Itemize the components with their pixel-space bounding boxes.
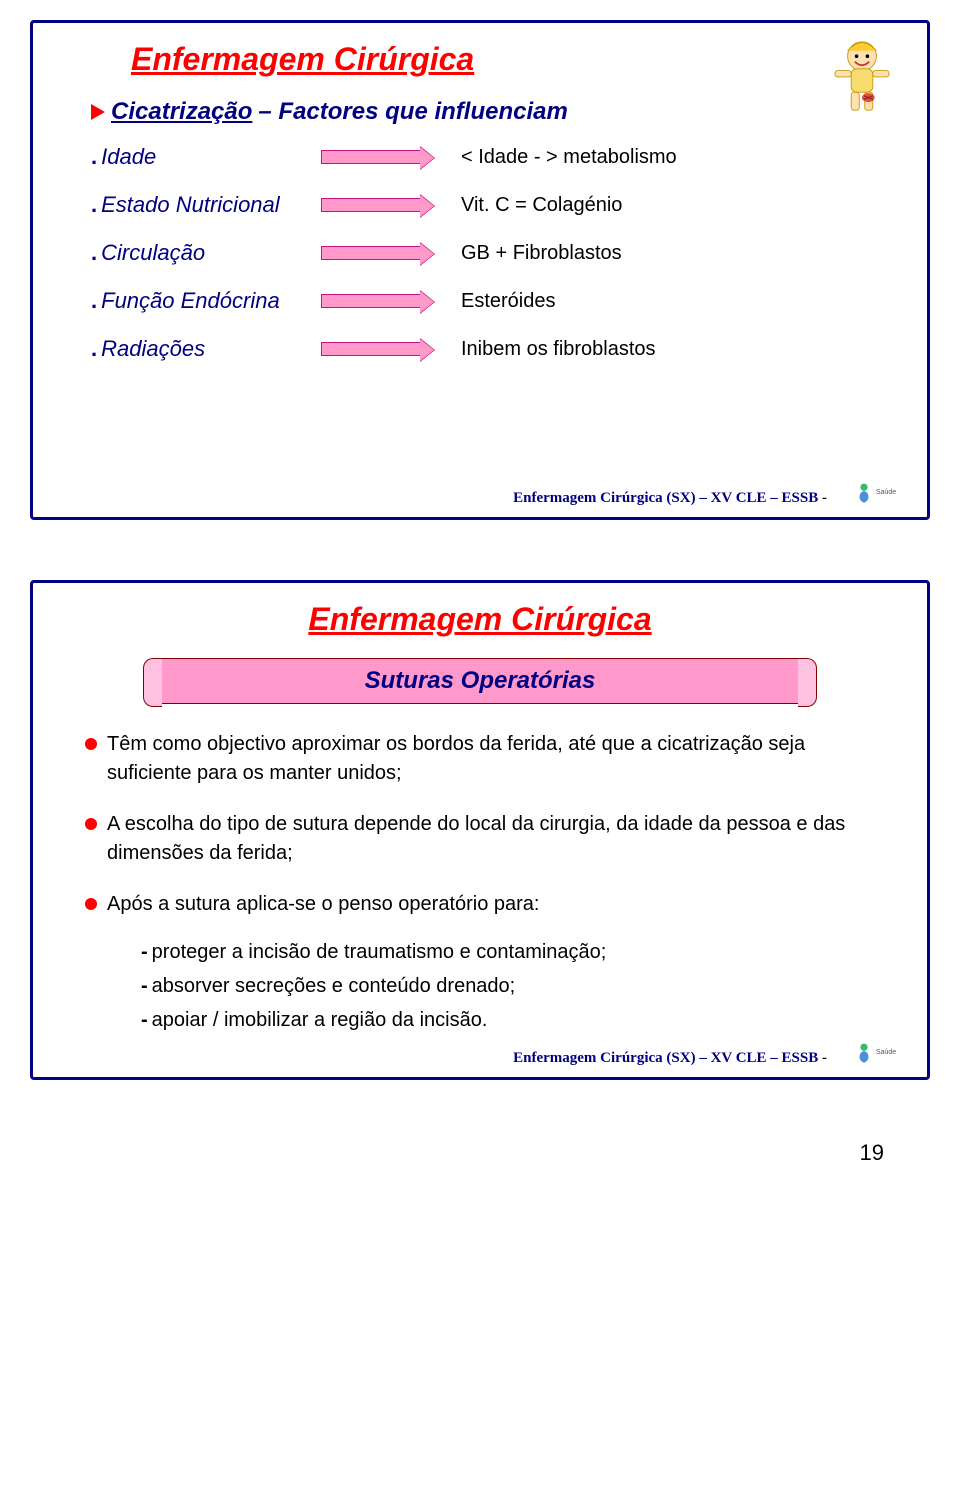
ribbon-label: Suturas Operatórias <box>365 667 596 694</box>
cartoon-child-icon <box>817 31 907 121</box>
institution-logo-icon: Saúde <box>839 1035 909 1069</box>
bullet-item: Têm como objectivo aproximar os bordos d… <box>81 730 879 788</box>
sub-bullet: -apoiar / imobilizar a região da incisão… <box>141 1003 879 1037</box>
sub-bullet-list: -proteger a incisão de traumatismo e con… <box>141 935 879 1037</box>
arrow-icon <box>321 246 421 260</box>
arrow-icon <box>321 198 421 212</box>
arrow-icon <box>321 342 421 356</box>
section-heading: Cicatrização – Factores que influenciam <box>91 98 899 126</box>
ribbon-heading: Suturas Operatórias <box>160 658 800 704</box>
heading-suffix: – Factores que influenciam <box>258 98 567 126</box>
arrow-icon <box>321 294 421 308</box>
factor-label: .Estado Nutricional <box>91 192 321 218</box>
factor-effect: < Idade - > metabolismo <box>441 146 899 169</box>
sub-bullet: -proteger a incisão de traumatismo e con… <box>141 935 879 969</box>
factor-label: .Radiações <box>91 336 321 362</box>
sub-bullet: -absorver secreções e conteúdo drenado; <box>141 969 879 1003</box>
slide-footer: Enfermagem Cirúrgica (SX) – XV CLE – ESS… <box>513 490 827 507</box>
bullet-list: Têm como objectivo aproximar os bordos d… <box>81 730 879 1037</box>
page-number: 19 <box>30 1140 930 1166</box>
slide-footer: Enfermagem Cirúrgica (SX) – XV CLE – ESS… <box>513 1050 827 1067</box>
heading-underlined: Cicatrização <box>111 98 252 126</box>
factor-effect: GB + Fibroblastos <box>441 242 899 265</box>
factor-effect: Inibem os fibroblastos <box>441 338 899 361</box>
factor-label: .Função Endócrina <box>91 288 321 314</box>
slide-title: Enfermagem Cirúrgica <box>61 601 899 638</box>
arrow-icon <box>321 150 421 164</box>
slide-1: Enfermagem Cirúrgica Cicatrização – Fact… <box>30 20 930 520</box>
triangle-bullet-icon <box>91 104 105 120</box>
slide-title: Enfermagem Cirúrgica <box>131 41 899 78</box>
factors-grid: .Idade < Idade - > metabolismo .Estado N… <box>91 144 899 362</box>
factor-effect: Vit. C = Colagénio <box>441 194 899 217</box>
institution-logo-icon: Saúde <box>839 475 909 509</box>
factor-effect: Esteróides <box>441 290 899 313</box>
bullet-item: Após a sutura aplica-se o penso operatór… <box>81 890 879 919</box>
factor-label: .Circulação <box>91 240 321 266</box>
bullet-item: A escolha do tipo de sutura depende do l… <box>81 810 879 868</box>
factor-label: .Idade <box>91 144 321 170</box>
slide-2: Enfermagem Cirúrgica Suturas Operatórias… <box>30 580 930 1080</box>
